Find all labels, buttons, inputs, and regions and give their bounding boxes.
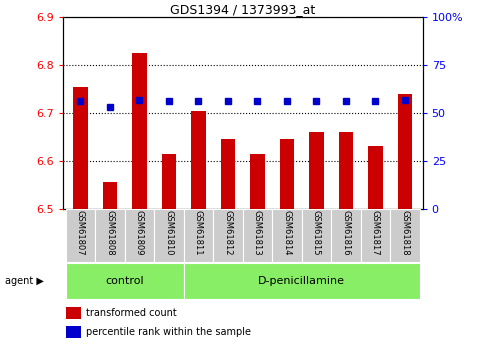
Text: GSM61814: GSM61814 — [283, 210, 291, 256]
Bar — [66, 263, 184, 299]
Bar — [73, 87, 88, 209]
Text: GSM61807: GSM61807 — [76, 210, 85, 256]
Text: GSM61811: GSM61811 — [194, 210, 203, 256]
Bar — [221, 139, 235, 209]
Text: percentile rank within the sample: percentile rank within the sample — [86, 327, 251, 337]
Bar — [242, 209, 272, 262]
Bar — [66, 307, 81, 319]
Bar — [125, 209, 154, 262]
Text: transformed count: transformed count — [86, 308, 177, 318]
Text: D-penicillamine: D-penicillamine — [258, 276, 345, 286]
Bar — [162, 154, 176, 209]
Bar — [184, 263, 420, 299]
Bar — [154, 209, 184, 262]
Bar — [398, 94, 412, 209]
Title: GDS1394 / 1373993_at: GDS1394 / 1373993_at — [170, 3, 315, 16]
Text: GSM61815: GSM61815 — [312, 210, 321, 256]
Bar — [66, 326, 81, 338]
Bar — [368, 147, 383, 209]
Bar — [390, 209, 420, 262]
Bar — [302, 209, 331, 262]
Text: GSM61810: GSM61810 — [165, 210, 173, 256]
Bar — [280, 139, 294, 209]
Text: GSM61813: GSM61813 — [253, 210, 262, 256]
Text: GSM61809: GSM61809 — [135, 210, 144, 256]
Bar — [102, 183, 117, 209]
Bar — [132, 53, 147, 209]
Bar — [184, 209, 213, 262]
Bar — [339, 132, 353, 209]
Bar — [272, 209, 302, 262]
Text: GSM61816: GSM61816 — [341, 210, 351, 256]
Text: agent ▶: agent ▶ — [5, 276, 43, 286]
Bar — [331, 209, 361, 262]
Bar — [213, 209, 243, 262]
Bar — [309, 132, 324, 209]
Bar — [361, 209, 390, 262]
Bar — [66, 209, 95, 262]
Text: GSM61818: GSM61818 — [400, 210, 410, 256]
Text: control: control — [105, 276, 144, 286]
Text: GSM61808: GSM61808 — [105, 210, 114, 256]
Text: GSM61812: GSM61812 — [224, 210, 232, 256]
Bar — [191, 111, 206, 209]
Bar — [250, 154, 265, 209]
Bar — [95, 209, 125, 262]
Text: GSM61817: GSM61817 — [371, 210, 380, 256]
